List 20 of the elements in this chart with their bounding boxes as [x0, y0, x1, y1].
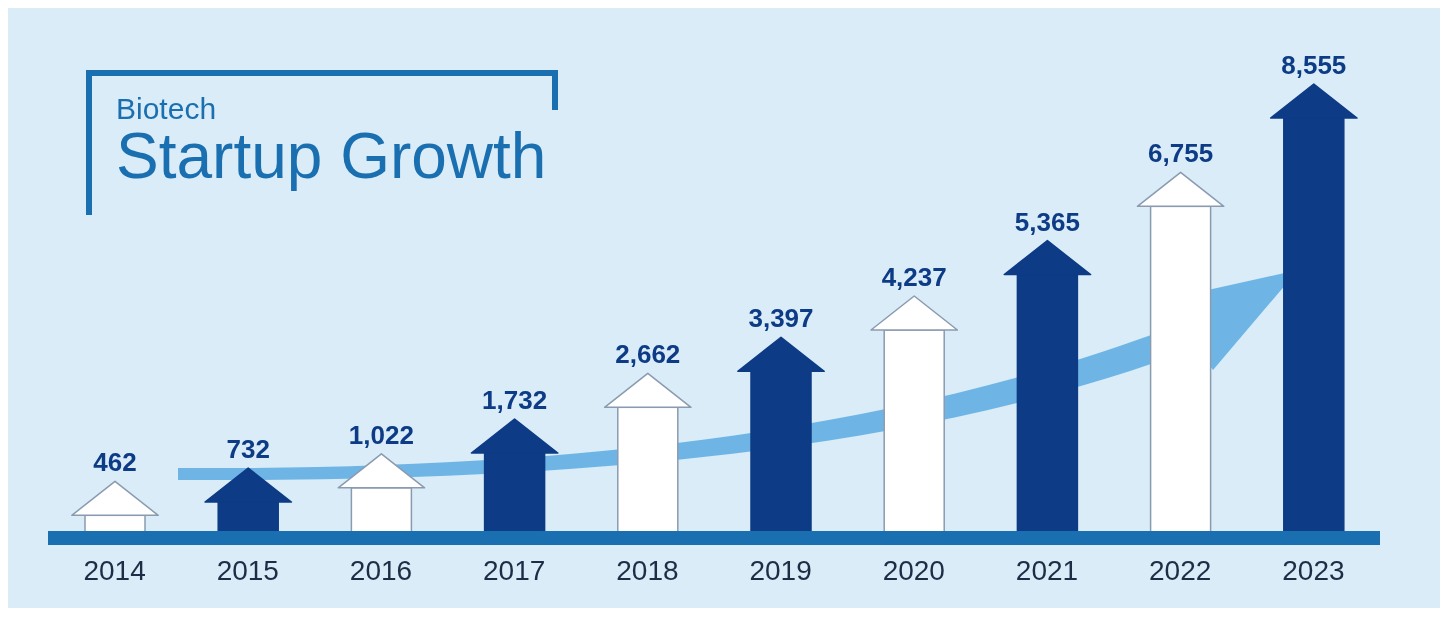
- x-tick-label: 2020: [882, 554, 945, 586]
- x-tick-label: 2016: [349, 554, 413, 586]
- data-label: 1,732: [482, 384, 548, 415]
- data-label: 8,555: [1281, 50, 1347, 80]
- x-tick-label: 2023: [1282, 554, 1345, 586]
- data-label: 4,237: [881, 261, 947, 292]
- x-tick-label: 2021: [1015, 554, 1079, 586]
- data-label: 732: [226, 434, 270, 465]
- x-tick-label: 2014: [83, 554, 146, 586]
- data-label: 3,397: [748, 303, 814, 334]
- x-tick-label: 2019: [749, 554, 812, 586]
- x-tick-label: 2018: [616, 554, 679, 586]
- data-label: 6,755: [1148, 138, 1214, 169]
- data-label: 2,662: [615, 339, 681, 370]
- x-tick-label: 2017: [483, 554, 546, 586]
- data-label: 5,365: [1014, 206, 1080, 237]
- data-label: 462: [93, 447, 137, 478]
- x-tick-label: 2022: [1149, 554, 1212, 586]
- data-label: 1,022: [348, 419, 414, 450]
- x-tick-label: 2015: [216, 554, 279, 586]
